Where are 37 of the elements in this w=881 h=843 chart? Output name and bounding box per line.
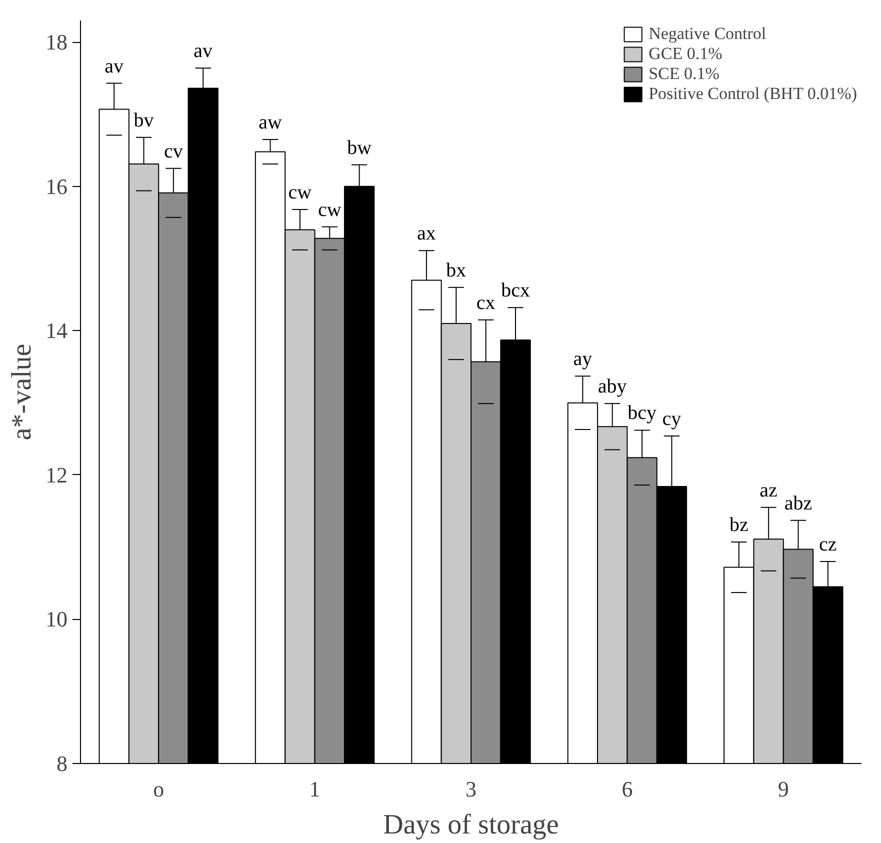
legend-label: GCE 0.1%	[648, 44, 722, 64]
x-tick-label: 6	[622, 776, 633, 802]
x-tick-label: o	[153, 776, 164, 802]
x-tick-label: 3	[466, 776, 476, 802]
data-label: av	[104, 55, 124, 78]
data-label: aw	[258, 112, 282, 134]
data-label: ax	[417, 222, 436, 245]
data-label: ay	[573, 348, 592, 370]
x-tick-label: 9	[778, 776, 789, 802]
y-tick-label: 10	[46, 606, 68, 632]
legend-label: Negative Control	[648, 24, 766, 44]
data-label: az	[760, 479, 778, 502]
data-label: cz	[819, 534, 837, 556]
data-label: bz	[729, 514, 748, 536]
data-label: bcx	[501, 280, 530, 302]
data-label: bw	[347, 136, 372, 159]
y-tick-label: 14	[46, 318, 68, 344]
data-label: cw	[288, 181, 312, 204]
data-label: av	[194, 40, 213, 62]
data-label: cv	[164, 140, 183, 162]
data-label: bv	[134, 109, 154, 132]
legend-label: SCE 0.1%	[648, 64, 720, 84]
data-label: abz	[784, 492, 812, 514]
y-tick-label: 8	[56, 751, 68, 776]
x-axis-title: Days of storage	[383, 810, 559, 840]
data-label: bx	[446, 259, 466, 282]
y-tick-label: 12	[46, 462, 68, 488]
data-label: cw	[318, 198, 342, 221]
y-tick-label: 18	[46, 30, 68, 55]
data-label: aby	[598, 376, 627, 398]
data-label: cx	[476, 292, 496, 314]
y-axis-title: a*-value	[6, 344, 38, 440]
data-label: bcy	[628, 402, 656, 424]
x-tick-label: 1	[309, 776, 320, 802]
y-tick-label: 16	[46, 174, 68, 199]
data-label: cy	[662, 408, 682, 430]
legend-label: Positive Control (BHT 0.01%)	[648, 84, 857, 104]
